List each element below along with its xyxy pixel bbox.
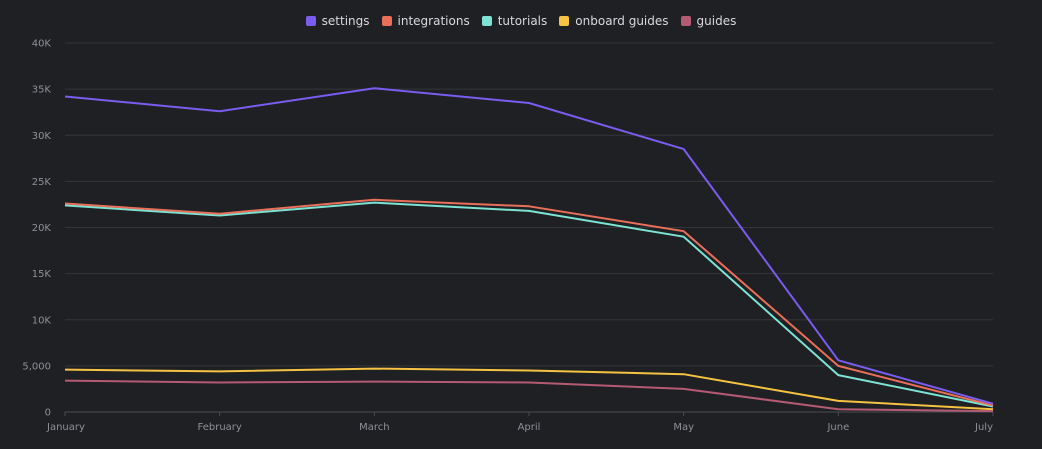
x-tick-label: June <box>826 422 849 433</box>
series-line-guides[interactable] <box>64 379 994 413</box>
x-tick-label: January <box>46 422 85 433</box>
legend-label: guides <box>696 14 737 28</box>
series-line-tutorials[interactable] <box>64 201 994 408</box>
legend-label: integrations <box>397 14 470 28</box>
series-line-settings[interactable] <box>64 87 994 405</box>
x-tick-label: May <box>673 422 694 433</box>
x-tick-label: July <box>974 422 993 433</box>
series-line-onboard-guides[interactable] <box>64 367 994 411</box>
y-tick-label: 15K <box>32 269 52 280</box>
legend-item-tutorials[interactable]: tutorials <box>481 14 548 28</box>
legend-label: onboard guides <box>575 14 669 28</box>
legend-swatch <box>381 16 392 26</box>
y-tick-label: 10K <box>32 315 52 326</box>
x-tick-label: March <box>359 422 389 433</box>
y-tick-label: 30K <box>32 131 52 142</box>
legend-swatch <box>305 16 316 26</box>
legend-swatch <box>559 16 570 26</box>
y-tick-label: 40K <box>32 39 52 50</box>
legend-label: tutorials <box>497 14 548 28</box>
legend-item-guides[interactable]: guides <box>680 14 737 28</box>
series-line-integrations[interactable] <box>64 198 994 407</box>
y-tick-label: 5,000 <box>22 361 51 372</box>
legend-item-settings[interactable]: settings <box>305 14 370 28</box>
x-tick-label: February <box>198 422 242 433</box>
y-tick-label: 20K <box>32 223 52 234</box>
legend-item-integrations[interactable]: integrations <box>381 14 470 28</box>
y-tick-label: 35K <box>32 85 52 96</box>
y-tick-label: 0 <box>45 408 51 419</box>
y-tick-label: 25K <box>32 177 52 188</box>
legend-item-onboard-guides[interactable]: onboard guides <box>559 14 669 28</box>
legend-swatch <box>680 16 691 26</box>
x-tick-label: April <box>518 422 541 433</box>
legend: settings integrations tutorials onboard gui… <box>0 14 1042 28</box>
legend-label: settings <box>321 14 370 28</box>
legend-swatch <box>481 16 492 26</box>
